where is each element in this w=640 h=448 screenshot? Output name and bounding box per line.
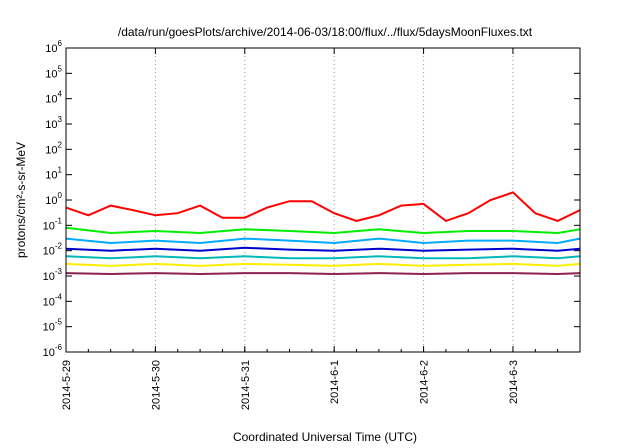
y-tick-label: 10-1 bbox=[43, 216, 63, 232]
series-line-3 bbox=[65, 246, 581, 252]
series-line-5 bbox=[65, 262, 581, 267]
x-tick-label: 2014-6-1 bbox=[329, 360, 341, 404]
x-tick-label: 2014-6-3 bbox=[508, 360, 520, 404]
x-axis-label: Coordinated Universal Time (UTC) bbox=[233, 430, 417, 444]
y-tick-label: 106 bbox=[45, 39, 62, 55]
y-tick-label: 104 bbox=[45, 90, 62, 106]
y-tick-label: 100 bbox=[45, 191, 62, 207]
series-line-6 bbox=[65, 272, 581, 276]
x-tick-label: 2014-6-2 bbox=[419, 360, 431, 404]
y-tick-label: 10-3 bbox=[43, 267, 63, 283]
plot-frame bbox=[65, 47, 581, 353]
series-line-1 bbox=[65, 226, 581, 235]
y-tick-label: 102 bbox=[45, 140, 62, 156]
y-axis-label: protons/cm²-s-sr-MeV bbox=[14, 142, 28, 258]
series-line-2 bbox=[65, 237, 581, 245]
y-axis: 10-6 10-5 10-4 10-3 10-2 10-1 100 101 102 103 104 1… bbox=[43, 39, 580, 359]
series-line-4 bbox=[65, 255, 581, 260]
y-tick-label: 10-2 bbox=[43, 242, 63, 258]
x-tick-label: 2014-5-30 bbox=[150, 360, 162, 410]
chart-title: /data/run/goesPlots/archive/2014-06-03/1… bbox=[118, 25, 533, 39]
series-group bbox=[65, 191, 581, 276]
y-tick-label: 10-5 bbox=[43, 318, 63, 334]
x-axis: 2014-5-29 2014-5-30 2014-5-31 2014-6-1 2014-… bbox=[61, 48, 581, 410]
series-line-0 bbox=[65, 191, 581, 223]
x-tick-label: 2014-5-31 bbox=[240, 360, 252, 410]
y-tick-label: 10-6 bbox=[43, 343, 63, 359]
y-tick-label: 101 bbox=[45, 166, 62, 182]
y-tick-label: 10-4 bbox=[43, 292, 63, 308]
y-tick-label: 105 bbox=[45, 64, 62, 80]
grid bbox=[65, 48, 514, 352]
x-tick-label: 2014-5-29 bbox=[61, 360, 73, 410]
y-tick-label: 103 bbox=[45, 115, 62, 131]
